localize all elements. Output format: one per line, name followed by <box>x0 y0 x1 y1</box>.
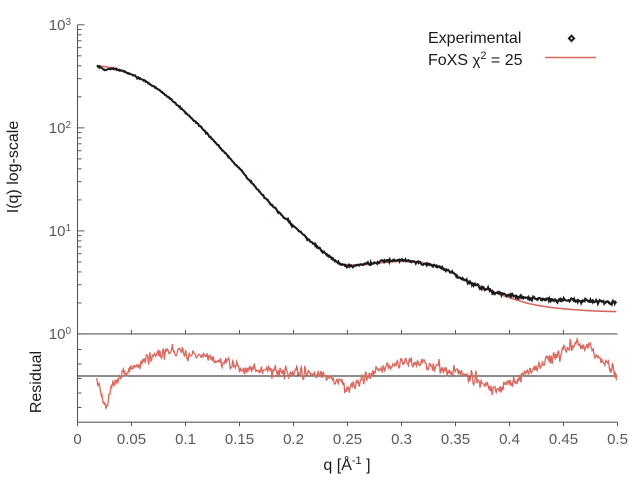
svg-text:0.35: 0.35 <box>441 431 470 448</box>
svg-text:0.5: 0.5 <box>607 431 628 448</box>
svg-text:Experimental: Experimental <box>428 30 521 47</box>
svg-text:0.15: 0.15 <box>225 431 254 448</box>
svg-text:I(q) log-scale: I(q) log-scale <box>5 121 22 214</box>
svg-text:0.45: 0.45 <box>549 431 578 448</box>
svg-text:q [Å-1 ]: q [Å-1 ] <box>323 455 370 474</box>
svg-text:0.4: 0.4 <box>499 431 520 448</box>
svg-text:Residual: Residual <box>28 351 45 413</box>
svg-text:0.05: 0.05 <box>117 431 146 448</box>
svg-text:0.2: 0.2 <box>283 431 304 448</box>
svg-text:0.1: 0.1 <box>175 431 196 448</box>
svg-text:101: 101 <box>49 223 72 241</box>
svg-text:FoXS χ2 = 25: FoXS χ2 = 25 <box>428 50 523 69</box>
svg-text:0.25: 0.25 <box>333 431 362 448</box>
svg-text:100: 100 <box>49 326 72 344</box>
svg-text:103: 103 <box>49 17 72 35</box>
svg-text:0: 0 <box>73 431 81 448</box>
svg-text:102: 102 <box>49 120 72 138</box>
svg-text:0.3: 0.3 <box>391 431 412 448</box>
